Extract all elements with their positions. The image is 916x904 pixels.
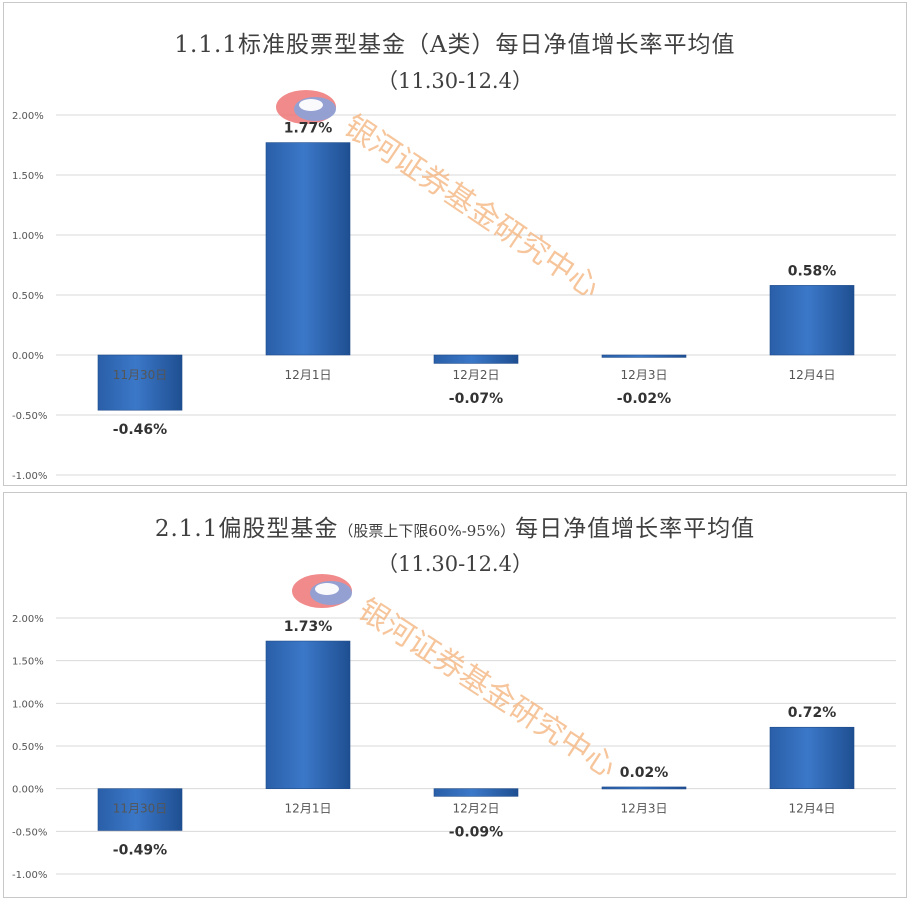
category-label: 11月30日 bbox=[113, 802, 168, 816]
category-label: 12月3日 bbox=[621, 368, 668, 382]
bar-chart-1: 2.00% 1.50% 1.00% 0.50% 0.00% -0.50% -1.00% 11月… bbox=[12, 90, 896, 482]
y-tick-label: 1.00% bbox=[12, 231, 44, 242]
y-tick-label: -1.00% bbox=[12, 471, 47, 482]
data-label: 1.73% bbox=[284, 619, 333, 635]
y-tick-label: 0.50% bbox=[12, 291, 44, 302]
data-label: -0.09% bbox=[449, 825, 503, 841]
data-label: 0.02% bbox=[620, 765, 669, 781]
chart-panel-2: 2.1.1偏股型基金（股票上下限60%-95%）每日净值增长率平均值 （11.3… bbox=[3, 492, 907, 898]
watermark-logo bbox=[292, 574, 352, 608]
bar-chart-2: 2.00% 1.50% 1.00% 0.50% 0.00% -0.50% -1.00% 11月… bbox=[12, 574, 896, 881]
y-tick-label: 2.00% bbox=[12, 111, 44, 122]
y-tick-label: 0.00% bbox=[12, 785, 44, 796]
category-label: 12月2日 bbox=[453, 368, 500, 382]
y-tick-label: -1.00% bbox=[12, 870, 47, 881]
chart-subtitle-1: （11.30-12.4） bbox=[377, 69, 533, 93]
bar-1 bbox=[97, 354, 183, 411]
logo-white-part bbox=[299, 99, 323, 111]
data-label: -0.46% bbox=[113, 422, 167, 438]
watermark-text: 银河证券基金研究中心 bbox=[338, 109, 606, 306]
y-tick-label: -0.50% bbox=[12, 411, 47, 422]
category-label: 12月1日 bbox=[285, 368, 332, 382]
data-label: 0.72% bbox=[788, 705, 837, 721]
data-label: -0.07% bbox=[449, 391, 503, 407]
chart-title-1-main: 1.1.1标准股票型基金（A类）每日净值增长率平均值 bbox=[174, 32, 736, 58]
bar-3 bbox=[433, 788, 519, 797]
bar-4 bbox=[601, 786, 687, 790]
data-label: -0.02% bbox=[617, 391, 671, 407]
category-label: 12月4日 bbox=[789, 802, 836, 816]
chart-subtitle-2: （11.30-12.4） bbox=[377, 552, 533, 576]
watermark-logo bbox=[276, 90, 336, 124]
bar-2 bbox=[265, 142, 351, 356]
category-label: 12月1日 bbox=[285, 802, 332, 816]
watermark-text: 银河证券基金研究中心 bbox=[352, 592, 623, 785]
y-tick-label: 0.50% bbox=[12, 742, 44, 753]
category-label: 11月30日 bbox=[113, 368, 168, 382]
bar-4 bbox=[601, 354, 687, 358]
bar-1 bbox=[97, 788, 183, 831]
chart-title-2-main: 2.1.1偏股型基金 bbox=[154, 516, 339, 542]
y-tick-label: 0.00% bbox=[12, 351, 44, 362]
logo-white-part bbox=[315, 583, 339, 595]
chart-title-1: 1.1.1标准股票型基金（A类）每日净值增长率平均值 bbox=[4, 25, 906, 59]
y-tick-label: 1.50% bbox=[12, 171, 44, 182]
bar-5 bbox=[769, 285, 855, 356]
bar-5 bbox=[769, 726, 855, 789]
y-tick-label: 1.00% bbox=[12, 699, 44, 710]
data-label: 1.77% bbox=[284, 121, 333, 137]
y-tick-label: -0.50% bbox=[12, 827, 47, 838]
chart-panel-1: 1.1.1标准股票型基金（A类）每日净值增长率平均值 （11.30-12.4） … bbox=[3, 2, 907, 486]
category-label: 12月2日 bbox=[453, 802, 500, 816]
chart-title-2-note: （股票上下限60%-95%） bbox=[338, 522, 516, 540]
category-label: 12月3日 bbox=[621, 802, 668, 816]
y-tick-label: 2.00% bbox=[12, 614, 44, 625]
data-label: -0.49% bbox=[113, 842, 167, 858]
chart-title-2: 2.1.1偏股型基金（股票上下限60%-95%）每日净值增长率平均值 bbox=[4, 509, 906, 543]
bar-3 bbox=[433, 354, 519, 364]
data-label: 0.58% bbox=[788, 263, 837, 279]
y-tick-label: 1.50% bbox=[12, 657, 44, 668]
chart-title-2-tail: 每日净值增长率平均值 bbox=[515, 516, 756, 542]
category-label: 12月4日 bbox=[789, 368, 836, 382]
bar-2 bbox=[265, 640, 351, 789]
